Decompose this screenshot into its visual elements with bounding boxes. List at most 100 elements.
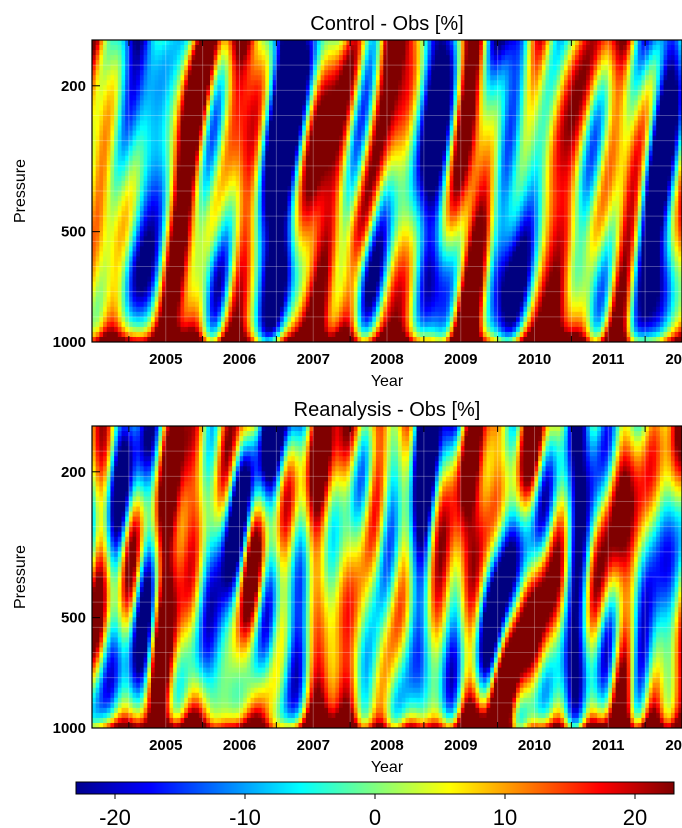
heatmap-cell <box>206 201 211 207</box>
heatmap-cell <box>372 65 377 71</box>
heatmap-cell <box>379 301 384 308</box>
heatmap-cell <box>324 170 329 177</box>
heatmap-cell <box>136 241 141 247</box>
heatmap-cell <box>331 110 336 117</box>
heatmap-cell <box>320 286 325 293</box>
heatmap-cell <box>228 251 233 258</box>
heatmap-cell <box>95 231 100 237</box>
heatmap-cell <box>99 336 104 342</box>
heatmap-cell <box>372 185 377 192</box>
heatmap-cell <box>335 50 340 56</box>
heatmap-cell <box>228 256 233 263</box>
heatmap-cell <box>232 90 237 96</box>
heatmap-cell <box>154 145 159 152</box>
heatmap-cell <box>368 65 373 71</box>
heatmap-cell <box>390 206 395 212</box>
heatmap-cell <box>99 55 104 61</box>
heatmap-cell <box>128 100 134 107</box>
heatmap-cell <box>313 326 318 333</box>
heatmap-cell <box>291 125 296 132</box>
heatmap-cell <box>254 226 259 232</box>
heatmap-cell <box>99 201 104 207</box>
heatmap-cell <box>357 155 362 162</box>
heatmap-cell <box>265 90 270 96</box>
heatmap-cell <box>342 80 348 86</box>
heatmap-cell <box>305 256 311 263</box>
heatmap-cell <box>257 70 263 76</box>
heatmap-cell <box>169 256 174 263</box>
heatmap-cell <box>217 45 222 51</box>
heatmap-cell <box>387 201 392 207</box>
heatmap-cell <box>265 40 270 46</box>
heatmap-cell <box>250 100 255 107</box>
heatmap-cell <box>103 236 108 242</box>
heatmap-cell <box>99 206 104 212</box>
heatmap-cell <box>283 221 289 227</box>
heatmap-cell <box>176 336 182 342</box>
heatmap-cell <box>257 261 263 268</box>
heatmap-cell <box>114 291 119 298</box>
heatmap-cell <box>176 175 182 182</box>
heatmap-cell <box>221 321 226 328</box>
heatmap-cell <box>95 145 100 152</box>
heatmap-cell <box>143 155 148 162</box>
heatmap-cell <box>239 100 244 107</box>
heatmap-cell <box>372 256 377 263</box>
heatmap-cell <box>151 120 156 127</box>
heatmap-cell <box>232 150 237 157</box>
heatmap-cell <box>165 170 171 177</box>
heatmap-cell <box>106 206 112 212</box>
heatmap-cell <box>328 226 333 232</box>
heatmap-cell <box>339 246 344 252</box>
heatmap-cell <box>342 85 348 91</box>
heatmap-cell <box>261 221 266 227</box>
heatmap-cell <box>283 165 289 172</box>
heatmap-cell <box>375 311 381 318</box>
heatmap-cell <box>383 251 388 258</box>
heatmap-cell <box>342 165 348 172</box>
heatmap-cell <box>261 316 266 323</box>
heatmap-cell <box>217 211 222 217</box>
heatmap-cell <box>291 65 296 71</box>
heatmap-cell <box>151 236 156 242</box>
heatmap-cell <box>128 216 134 222</box>
heatmap-cell <box>335 160 340 167</box>
heatmap-cell <box>250 90 255 96</box>
heatmap-cell <box>328 271 333 278</box>
heatmap-cell <box>154 311 159 318</box>
heatmap-cell <box>357 145 362 152</box>
heatmap-cell <box>228 241 233 247</box>
heatmap-cell <box>239 221 244 227</box>
heatmap-cell <box>169 120 174 127</box>
heatmap-cell <box>372 55 377 61</box>
heatmap-cell <box>117 85 123 91</box>
heatmap-cell <box>350 301 355 308</box>
heatmap-cell <box>221 135 226 142</box>
heatmap-cell <box>110 196 115 202</box>
heatmap-cell <box>176 85 182 91</box>
heatmap-cell <box>198 50 204 56</box>
heatmap-cell <box>114 321 119 328</box>
heatmap-cell <box>250 261 255 268</box>
heatmap-cell <box>169 331 174 338</box>
heatmap-cell <box>287 95 292 101</box>
heatmap-cell <box>257 185 263 192</box>
heatmap-cell <box>394 90 399 96</box>
heatmap-cell <box>379 100 384 107</box>
heatmap-cell <box>364 231 370 237</box>
heatmap-cell <box>121 271 126 278</box>
heatmap-cell <box>364 55 370 61</box>
heatmap-cell <box>309 231 314 237</box>
heatmap-cell <box>350 221 355 227</box>
heatmap-cell <box>169 105 174 112</box>
heatmap-cell <box>394 246 399 252</box>
heatmap-cell <box>346 231 351 237</box>
heatmap-cell <box>364 125 370 132</box>
heatmap-cell <box>379 261 384 268</box>
heatmap-cell <box>261 246 266 252</box>
heatmap-cell <box>328 316 333 323</box>
heatmap-cell <box>114 221 119 227</box>
heatmap-cell <box>151 246 156 252</box>
heatmap-cell <box>246 216 252 222</box>
heatmap-cell <box>217 246 222 252</box>
